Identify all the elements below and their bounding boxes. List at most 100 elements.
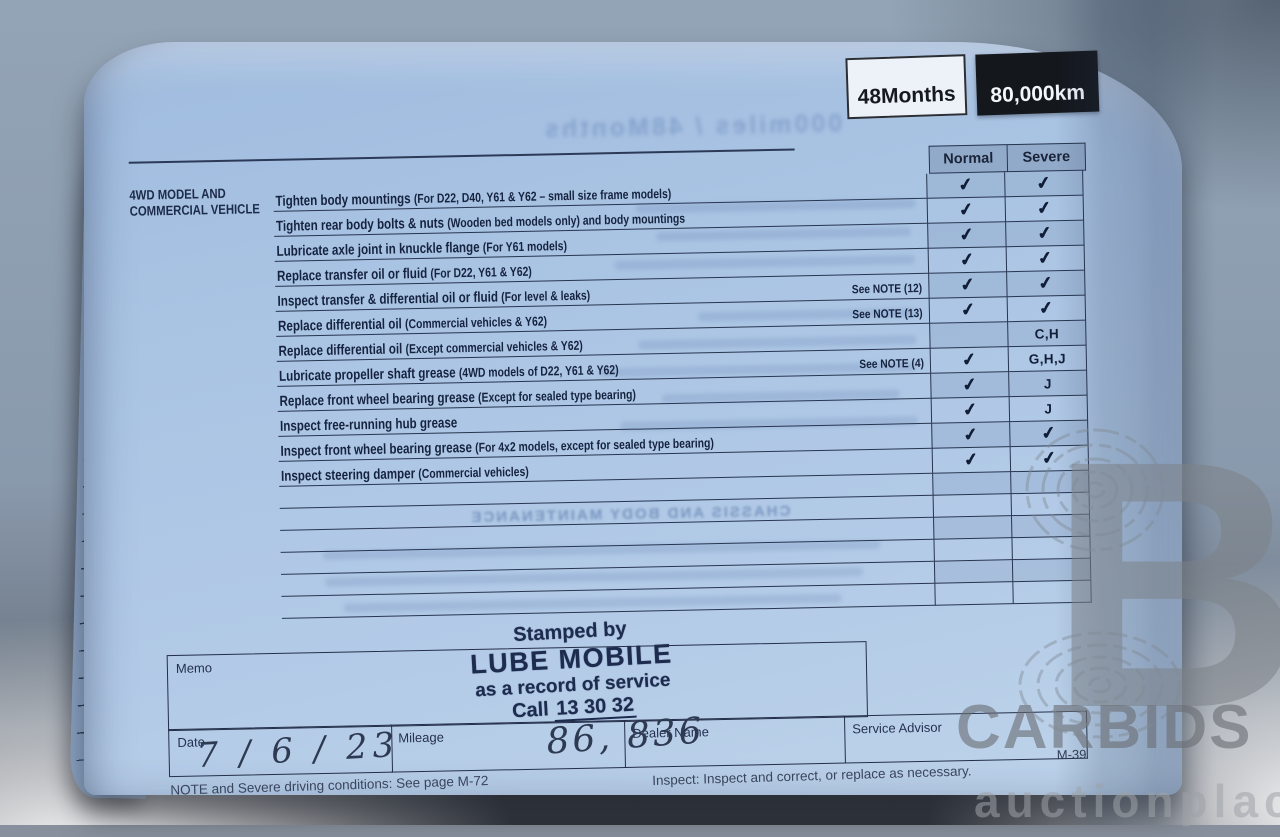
severe-value: ✓ xyxy=(1038,297,1055,319)
item-detail: (For 4x2 models, except for sealed type … xyxy=(475,435,715,455)
normal-cell: ✓ xyxy=(926,172,1006,199)
item-text: Tighten body mountings xyxy=(275,191,411,210)
normal-cell xyxy=(934,582,1014,606)
normal-value: ✓ xyxy=(962,424,980,445)
normal-value: ✓ xyxy=(957,174,975,195)
item-note: See NOTE (4) xyxy=(859,355,925,372)
severe-value: C,H xyxy=(1034,325,1060,342)
item-text: Replace differential oil xyxy=(278,341,403,360)
severe-cell: C,H xyxy=(1008,320,1087,348)
severe-cell xyxy=(1011,492,1090,517)
normal-cell: ✓ xyxy=(928,297,1009,324)
item-detail: (Except for sealed type bearing) xyxy=(477,386,636,405)
normal-value: ✓ xyxy=(959,249,976,270)
item-detail: (Commercial vehicles) xyxy=(418,463,529,482)
item-text: Inspect transfer & differential oil or f… xyxy=(277,289,499,310)
normal-value: ✓ xyxy=(958,224,976,245)
severe-value: G,H,J xyxy=(1028,350,1067,367)
normal-cell: ✓ xyxy=(930,397,1011,424)
page-number: M-39 xyxy=(1056,746,1087,763)
normal-value: ✓ xyxy=(958,199,975,220)
logbook-page xyxy=(84,42,1182,795)
severe-cell xyxy=(1012,514,1091,539)
normal-cell xyxy=(933,560,1014,584)
severe-cell xyxy=(1011,470,1090,495)
item-detail: (Wooden bed models only) and body mounti… xyxy=(447,210,686,231)
severe-value: ✓ xyxy=(1040,422,1058,444)
service-advisor-field: Service Advisor xyxy=(843,710,1088,764)
severe-cell xyxy=(1013,580,1092,605)
severe-cell: J xyxy=(1009,395,1089,423)
maintenance-rows: Tighten body mountings (For D22, D40, Y6… xyxy=(273,170,1092,619)
severe-cell: ✓ xyxy=(1005,170,1084,198)
interval-km-tab: 80,000km xyxy=(975,50,1100,116)
severe-value: ✓ xyxy=(1036,197,1053,219)
item-note: See NOTE (12) xyxy=(851,280,923,297)
item-note: See NOTE (13) xyxy=(852,305,924,322)
item-detail: (For D22, Y61 & Y62) xyxy=(430,263,532,281)
driving-conditions-note: NOTE and Severe driving conditions: See … xyxy=(170,773,489,798)
normal-cell: ✓ xyxy=(927,222,1007,249)
item-text: Inspect front wheel bearing grease xyxy=(280,439,473,460)
item-detail: (For level & leaks) xyxy=(501,287,591,305)
severe-value: J xyxy=(1043,375,1052,391)
normal-cell xyxy=(932,494,1013,518)
severe-value: J xyxy=(1044,400,1053,416)
severe-cell xyxy=(1012,558,1092,583)
item-detail: (4WD models of D22, Y61 & Y62) xyxy=(458,362,619,381)
severe-column-header: Severe xyxy=(1007,142,1087,173)
normal-cell xyxy=(932,472,1012,496)
table-header: Normal Severe xyxy=(928,142,1087,174)
normal-cell: ✓ xyxy=(926,197,1007,224)
severe-cell: ✓ xyxy=(1005,195,1085,223)
severe-cell: G,H,J xyxy=(1008,345,1088,373)
item-text: Tighten rear body bolts & nuts xyxy=(275,215,445,235)
severe-value: ✓ xyxy=(1035,172,1053,194)
severe-cell: ✓ xyxy=(1007,295,1087,323)
section-label-line2: COMMERCIAL VEHICLE xyxy=(129,201,261,219)
normal-cell xyxy=(933,538,1013,562)
severe-value: ✓ xyxy=(1037,247,1054,269)
severe-value: ✓ xyxy=(1036,222,1054,244)
item-detail: (Commercial vehicles & Y62) xyxy=(404,313,548,332)
severe-cell: ✓ xyxy=(1007,270,1086,298)
normal-cell xyxy=(929,322,1009,349)
memo-label: Memo xyxy=(175,660,213,676)
normal-column-header: Normal xyxy=(928,144,1009,174)
normal-value: ✓ xyxy=(963,449,980,470)
severe-cell: ✓ xyxy=(1010,445,1090,473)
severe-value: ✓ xyxy=(1041,447,1058,469)
normal-value: ✓ xyxy=(960,299,977,320)
normal-value: ✓ xyxy=(961,374,979,395)
normal-value: ✓ xyxy=(959,274,977,295)
normal-cell: ✓ xyxy=(931,422,1011,449)
normal-cell: ✓ xyxy=(931,447,1012,474)
item-detail: (For Y61 models) xyxy=(482,238,568,255)
mileage-label: Mileage xyxy=(398,729,445,746)
item-detail: (For D22, D40, Y61 & Y62 – small size fr… xyxy=(413,185,672,207)
interval-months-tab: 48Months xyxy=(845,54,968,120)
normal-value: ✓ xyxy=(961,349,978,370)
inspect-legend-note: Inspect: Inspect and correct, or replace… xyxy=(652,763,972,789)
severe-cell: ✓ xyxy=(1006,245,1086,273)
item-text: Lubricate propeller shaft grease xyxy=(278,365,456,385)
severe-cell xyxy=(1012,536,1091,561)
normal-cell: ✓ xyxy=(929,347,1010,374)
service-advisor-label: Service Advisor xyxy=(852,719,942,737)
item-detail: (Except commercial vehicles & Y62) xyxy=(405,337,583,357)
normal-cell xyxy=(933,516,1013,540)
item-text: Replace front wheel bearing grease xyxy=(279,389,476,410)
severe-cell: J xyxy=(1009,370,1088,398)
severe-cell: ✓ xyxy=(1006,220,1085,248)
item-text: Replace differential oil xyxy=(277,316,402,335)
normal-cell: ✓ xyxy=(927,247,1008,274)
normal-cell: ✓ xyxy=(928,272,1008,299)
item-text: Inspect free-running hub grease xyxy=(279,415,458,435)
item-text: Inspect steering damper xyxy=(280,466,416,485)
severe-value: ✓ xyxy=(1037,272,1055,294)
normal-cell: ✓ xyxy=(930,372,1010,399)
severe-cell: ✓ xyxy=(1010,420,1089,448)
item-text: Replace transfer oil or fluid xyxy=(276,265,428,285)
item-text: Lubricate axle joint in knuckle flange xyxy=(276,239,480,260)
